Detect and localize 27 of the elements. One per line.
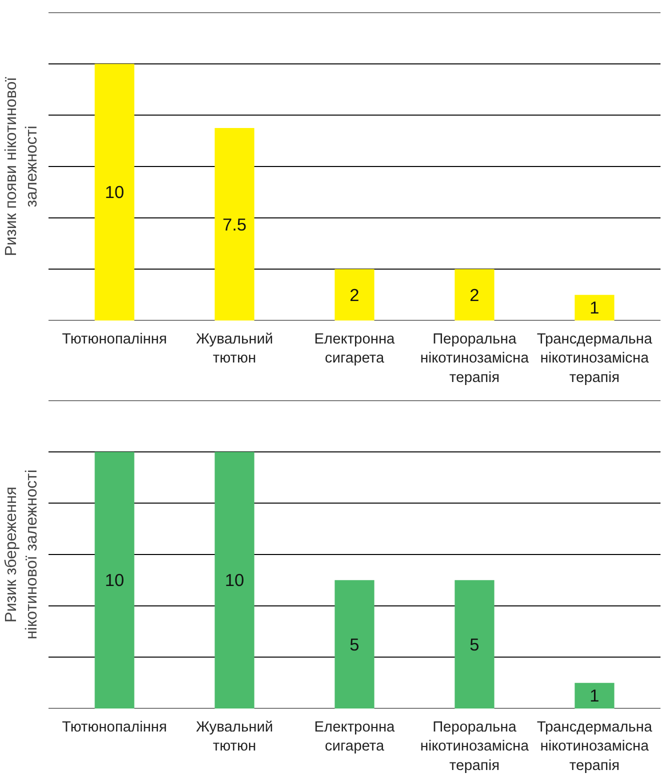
bar xyxy=(94,64,134,320)
data-label: 10 xyxy=(104,182,124,202)
y-axis-title: Ризик збереження нікотинової залежності xyxy=(3,470,40,640)
data-label: 5 xyxy=(350,634,360,654)
x-tick-label: Пероральна нікотинозамісна терапія xyxy=(420,332,530,386)
x-tick-label: Електронна сигарета xyxy=(314,720,396,755)
x-tick-label: Трансдермальна нікотинозамісна терапія xyxy=(536,332,654,386)
data-label: 5 xyxy=(470,634,480,654)
bar xyxy=(214,128,254,320)
x-tick-label: Електронна сигарета xyxy=(314,332,396,367)
x-tick-label: Трансдермальна нікотинозамісна терапія xyxy=(536,720,654,774)
data-label: 2 xyxy=(470,284,480,305)
x-tick-label: Пероральна нікотинозамісна терапія xyxy=(420,720,530,774)
data-label: 2 xyxy=(350,284,360,305)
bar xyxy=(334,269,374,320)
bar xyxy=(454,269,494,320)
x-tick-label: Жувальний тютюн xyxy=(196,332,274,367)
data-label: 7.5 xyxy=(222,214,247,234)
data-label: 1 xyxy=(590,298,600,318)
x-tick-label: Жувальний тютюн xyxy=(196,720,274,755)
y-axis-title: Ризик появи нікотинової залежності xyxy=(3,76,40,256)
data-label: 10 xyxy=(104,570,124,590)
bar xyxy=(574,294,614,320)
x-tick-label: Тютюнопаління xyxy=(62,332,167,348)
data-label: 10 xyxy=(224,570,244,590)
x-tick-label: Тютюнопаління xyxy=(62,720,167,736)
data-label: 1 xyxy=(590,686,600,706)
